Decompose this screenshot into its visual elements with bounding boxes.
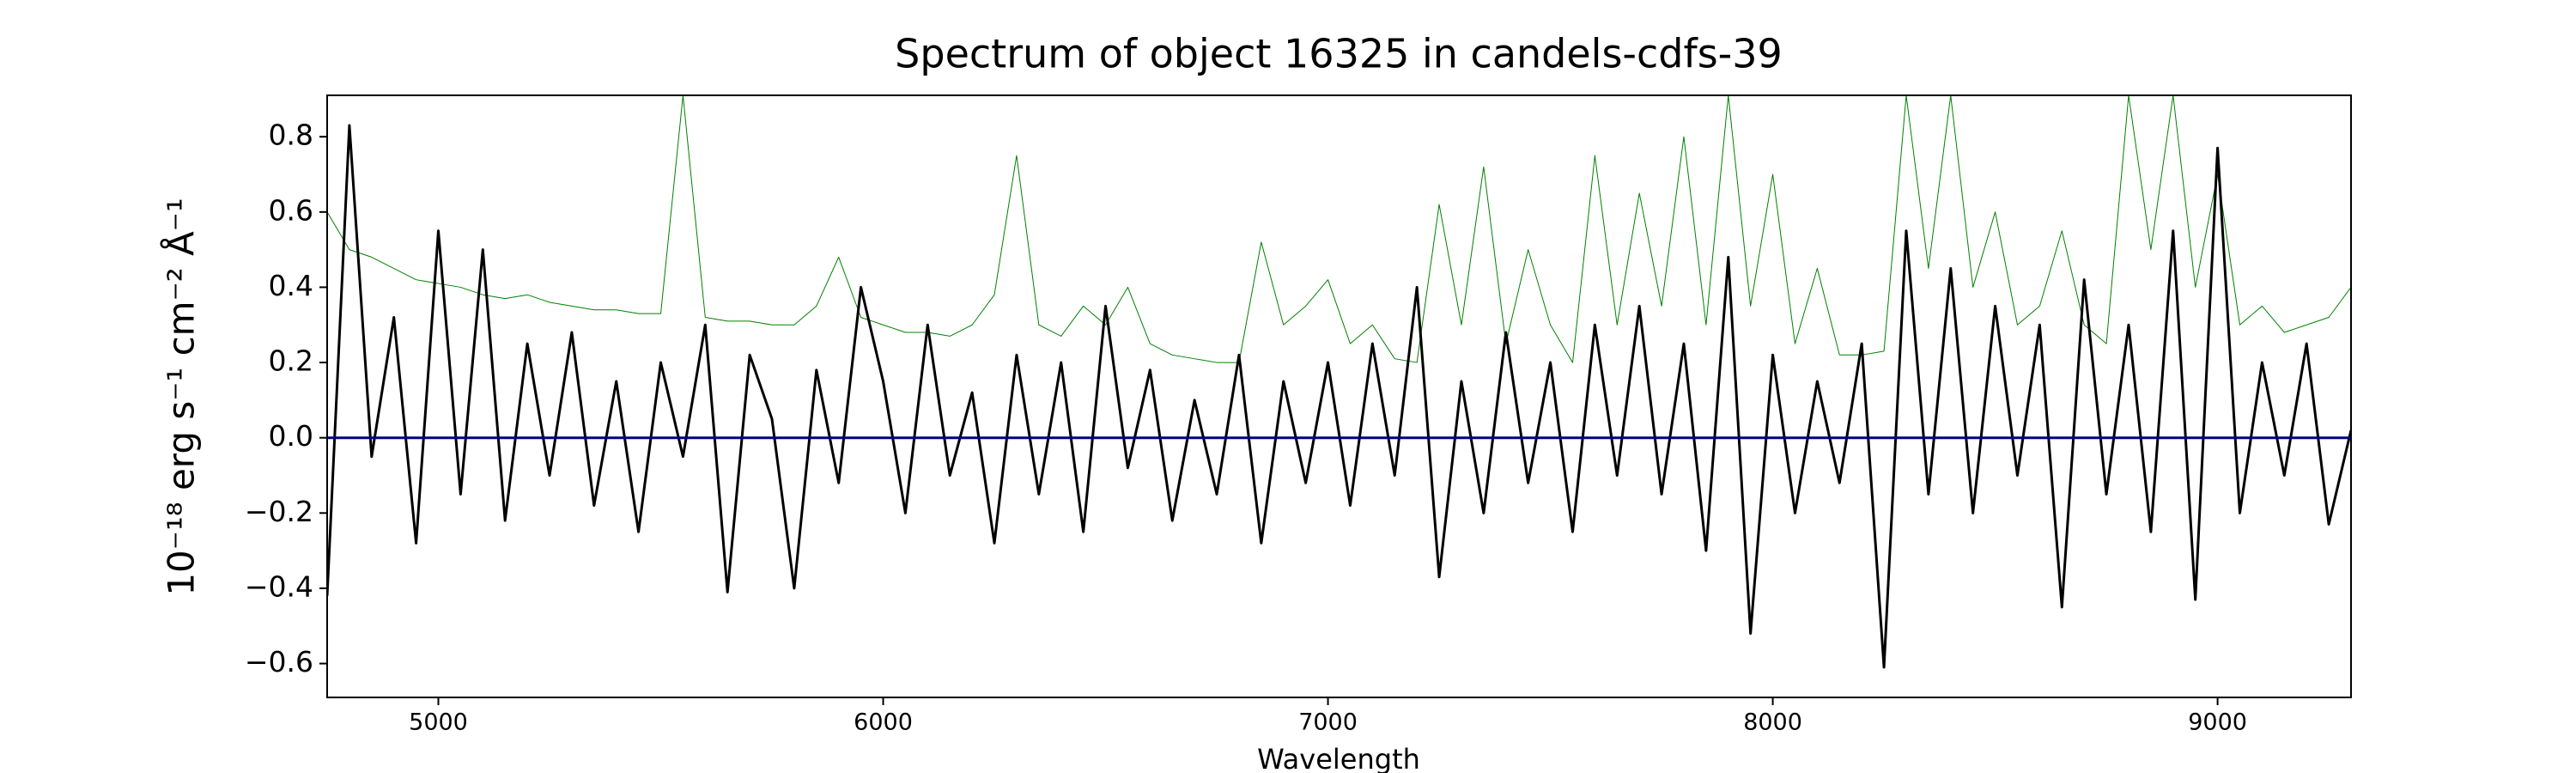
x-tick-label: 6000 — [854, 709, 913, 736]
spectrum-line — [327, 95, 2351, 363]
y-tick-label: 0.4 — [269, 269, 313, 302]
y-tick-label: −0.6 — [245, 645, 313, 679]
y-tick-label: −0.4 — [245, 569, 313, 603]
y-axis-label: 10⁻¹⁸ erg s⁻¹ cm⁻² Å⁻¹ — [160, 198, 203, 595]
x-tick-label: 8000 — [1743, 709, 1802, 736]
spectrum-line — [327, 124, 2351, 669]
chart-title: Spectrum of object 16325 in candels-cdfs… — [895, 31, 1783, 77]
y-tick-label: 0.0 — [269, 419, 313, 453]
x-tick-label: 9000 — [2188, 709, 2247, 736]
x-tick-label: 7000 — [1298, 709, 1358, 736]
y-tick-label: 0.2 — [269, 344, 313, 378]
y-tick-label: 0.8 — [269, 119, 313, 152]
x-tick-label: 5000 — [409, 709, 468, 736]
x-axis-label: Wavelength — [1257, 743, 1420, 773]
plot-frame — [326, 94, 2352, 698]
plot-area — [327, 95, 2351, 669]
y-tick-label: 0.6 — [269, 193, 313, 227]
y-tick-label: −0.2 — [245, 495, 313, 528]
